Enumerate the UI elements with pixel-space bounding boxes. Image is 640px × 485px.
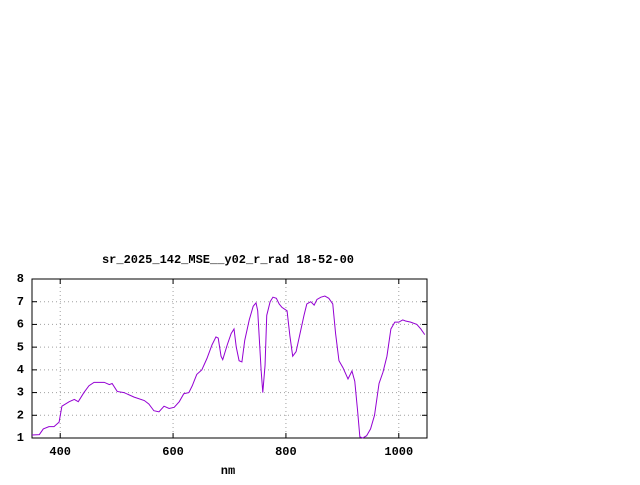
plot-frame xyxy=(31,278,428,439)
y-tick-label: 8 xyxy=(17,272,24,286)
y-tick-label: 6 xyxy=(17,318,24,332)
x-tick-label: 800 xyxy=(275,445,297,459)
chart-title: sr_2025_142_MSE__y02_r_rad 18-52-00 xyxy=(102,253,354,267)
y-tick-label: 4 xyxy=(17,363,24,377)
y-tick-label: 5 xyxy=(17,340,24,354)
x-tick-label: 400 xyxy=(49,445,71,459)
data-line xyxy=(31,295,426,439)
x-axis-label: nm xyxy=(221,464,235,478)
y-tick-label: 7 xyxy=(17,295,24,309)
y-tick-label: 3 xyxy=(17,386,24,400)
x-tick-label: 600 xyxy=(162,445,184,459)
y-tick-label: 2 xyxy=(17,408,24,422)
y-tick-label: 1 xyxy=(17,431,24,445)
x-tick-label: 1000 xyxy=(384,445,413,459)
